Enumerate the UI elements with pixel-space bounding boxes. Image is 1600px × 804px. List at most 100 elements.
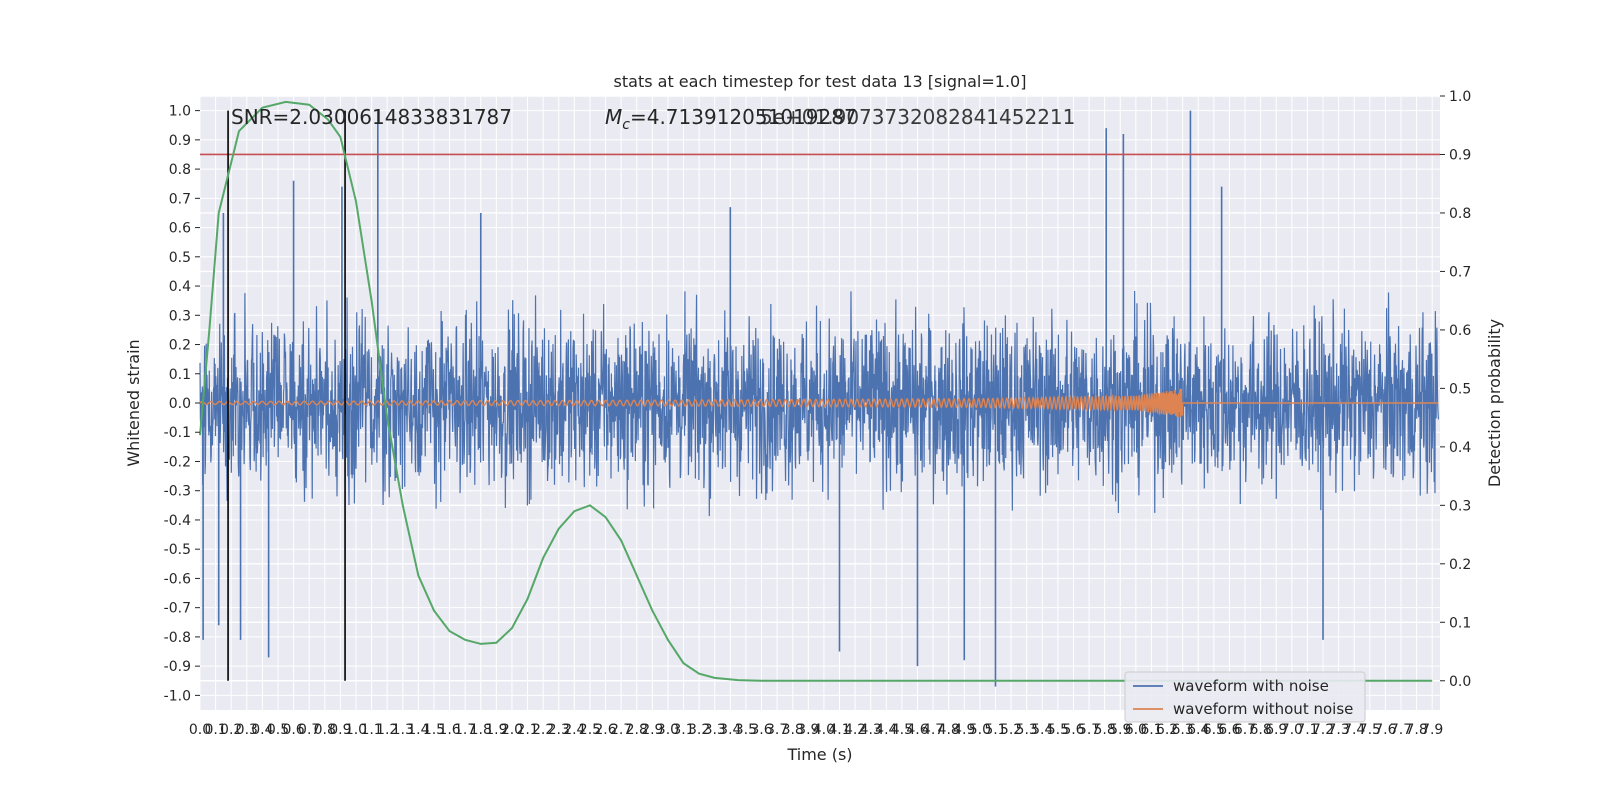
y-right-tick-label: 0.8 bbox=[1449, 206, 1471, 222]
x-tick-label: 0.6 bbox=[282, 722, 304, 738]
y-left-tick-label: -0.1 bbox=[164, 425, 191, 441]
x-tick-label: 0.4 bbox=[251, 722, 273, 738]
x-tick-label: 7.8 bbox=[1405, 722, 1427, 738]
x-tick-label: 4.3 bbox=[860, 722, 882, 738]
x-tick-label: 1.6 bbox=[438, 722, 460, 738]
x-axis-label: Time (s) bbox=[786, 745, 852, 764]
x-tick-label: 7.0 bbox=[1281, 722, 1303, 738]
x-tick-label: 5.9 bbox=[1109, 722, 1131, 738]
x-tick-label: 1.5 bbox=[423, 722, 445, 738]
x-tick-label: 0.2 bbox=[220, 722, 242, 738]
x-tick-label: 4.0 bbox=[813, 722, 835, 738]
x-tick-label: 1.8 bbox=[470, 722, 492, 738]
x-tick-label: 0.3 bbox=[236, 722, 258, 738]
x-tick-label: 5.0 bbox=[969, 722, 991, 738]
x-tick-label: 6.1 bbox=[1140, 722, 1162, 738]
x-tick-label: 1.7 bbox=[454, 722, 476, 738]
x-tick-label: 7.6 bbox=[1374, 722, 1396, 738]
x-tick-label: 0.0 bbox=[189, 722, 211, 738]
y-right-tick-label: 0.1 bbox=[1449, 615, 1471, 631]
x-tick-label: 1.3 bbox=[392, 722, 414, 738]
x-tick-label: 7.2 bbox=[1312, 722, 1334, 738]
x-tick-label: 0.8 bbox=[314, 722, 336, 738]
y-left-tick-label: 0.3 bbox=[169, 308, 191, 324]
y-left-tick-label: -0.4 bbox=[164, 513, 191, 529]
x-tick-label: 6.6 bbox=[1218, 722, 1240, 738]
y-left-tick-label: 0.4 bbox=[169, 279, 191, 295]
y-left-tick-label: 0.0 bbox=[169, 396, 191, 412]
x-tick-label: 3.5 bbox=[735, 722, 757, 738]
mc-subscript: c bbox=[622, 117, 630, 133]
x-tick-label: 5.1 bbox=[984, 722, 1006, 738]
x-tick-label: 6.0 bbox=[1125, 722, 1147, 738]
x-tick-label: 6.4 bbox=[1187, 722, 1209, 738]
x-tick-label: 0.1 bbox=[204, 722, 226, 738]
y-right-tick-label: 0.0 bbox=[1449, 674, 1471, 690]
x-tick-label: 6.7 bbox=[1234, 722, 1256, 738]
x-tick-label: 6.5 bbox=[1203, 722, 1225, 738]
legend-label-clean: waveform without noise bbox=[1173, 700, 1353, 718]
x-tick-label: 3.0 bbox=[657, 722, 679, 738]
chart-title: stats at each timestep for test data 13 … bbox=[614, 72, 1027, 91]
x-tick-label: 3.2 bbox=[688, 722, 710, 738]
y-right-tick-label: 0.4 bbox=[1449, 440, 1471, 456]
y-left-tick-label: 0.5 bbox=[169, 250, 191, 266]
x-tick-label: 7.4 bbox=[1343, 722, 1365, 738]
x-tick-label: 2.1 bbox=[516, 722, 538, 738]
y-right-tick-label: 0.7 bbox=[1449, 264, 1471, 280]
mc-symbol: M bbox=[605, 105, 622, 129]
y-left-tick-label: 0.1 bbox=[169, 367, 191, 383]
x-tick-label: 4.9 bbox=[953, 722, 975, 738]
x-tick-label: 3.9 bbox=[797, 722, 819, 738]
x-tick-label: 2.8 bbox=[626, 722, 648, 738]
x-tick-label: 4.4 bbox=[875, 722, 897, 738]
x-tick-label: 6.2 bbox=[1156, 722, 1178, 738]
overlap-annotation: 5e+01.9073732082841452211 bbox=[760, 105, 1075, 129]
y-left-tick-label: 1.0 bbox=[169, 104, 191, 120]
x-tick-label: 5.4 bbox=[1031, 722, 1053, 738]
x-tick-label: 3.4 bbox=[719, 722, 741, 738]
y-left-tick-label: -0.6 bbox=[164, 571, 191, 587]
x-tick-label: 2.0 bbox=[501, 722, 523, 738]
x-tick-label: 1.4 bbox=[407, 722, 429, 738]
y-left-tick-label: -0.7 bbox=[164, 601, 191, 617]
y-left-tick-label: -0.2 bbox=[164, 454, 191, 470]
x-tick-label: 3.3 bbox=[704, 722, 726, 738]
legend: waveform with noise waveform without noi… bbox=[1124, 671, 1366, 723]
legend-label-noise: waveform with noise bbox=[1173, 677, 1329, 695]
series-detection-probability bbox=[199, 100, 1433, 682]
x-tick-label: 7.1 bbox=[1296, 722, 1318, 738]
chirp-trace bbox=[199, 388, 1439, 418]
x-tick-label: 3.8 bbox=[782, 722, 804, 738]
x-tick-label: 1.9 bbox=[485, 722, 507, 738]
y-left-tick-label: 0.7 bbox=[169, 191, 191, 207]
x-tick-label: 1.1 bbox=[360, 722, 382, 738]
y-axis-right-label: Detection probability bbox=[1485, 319, 1504, 487]
y-axis-left-ticks: 1.0 0.9 0.8 0.7 0.6 0.5 0.4 0.3 0.2 0.1 0.0 -0.1 -0.… bbox=[164, 104, 200, 704]
x-tick-label: 1.0 bbox=[345, 722, 367, 738]
x-tick-label: 2.6 bbox=[594, 722, 616, 738]
x-tick-label: 7.9 bbox=[1421, 722, 1443, 738]
series-waveform-without-noise bbox=[199, 388, 1439, 418]
x-tick-label: 4.7 bbox=[922, 722, 944, 738]
probability-curve bbox=[199, 100, 1433, 682]
x-tick-label: 1.2 bbox=[376, 722, 398, 738]
x-tick-label: 3.6 bbox=[750, 722, 772, 738]
y-axis-right-ticks: 1.0 0.9 0.8 0.7 0.6 0.5 0.4 0.3 0.2 0.1 0.0 bbox=[1440, 89, 1471, 690]
mc-value: =4.713912051019287 bbox=[630, 105, 857, 129]
x-tick-label: 7.7 bbox=[1390, 722, 1412, 738]
y-left-tick-label: 0.8 bbox=[169, 162, 191, 178]
y-left-tick-label: 0.2 bbox=[169, 338, 191, 354]
reference-lines bbox=[200, 110, 1440, 681]
x-tick-label: 6.3 bbox=[1172, 722, 1194, 738]
x-tick-label: 5.6 bbox=[1062, 722, 1084, 738]
x-tick-label: 4.8 bbox=[938, 722, 960, 738]
x-tick-label: 5.7 bbox=[1078, 722, 1100, 738]
x-tick-label: 3.1 bbox=[672, 722, 694, 738]
x-tick-label: 5.2 bbox=[1000, 722, 1022, 738]
mc-annotation: Mc=4.713912051019287 bbox=[605, 105, 857, 133]
x-tick-label: 2.3 bbox=[548, 722, 570, 738]
x-tick-label: 5.5 bbox=[1047, 722, 1069, 738]
